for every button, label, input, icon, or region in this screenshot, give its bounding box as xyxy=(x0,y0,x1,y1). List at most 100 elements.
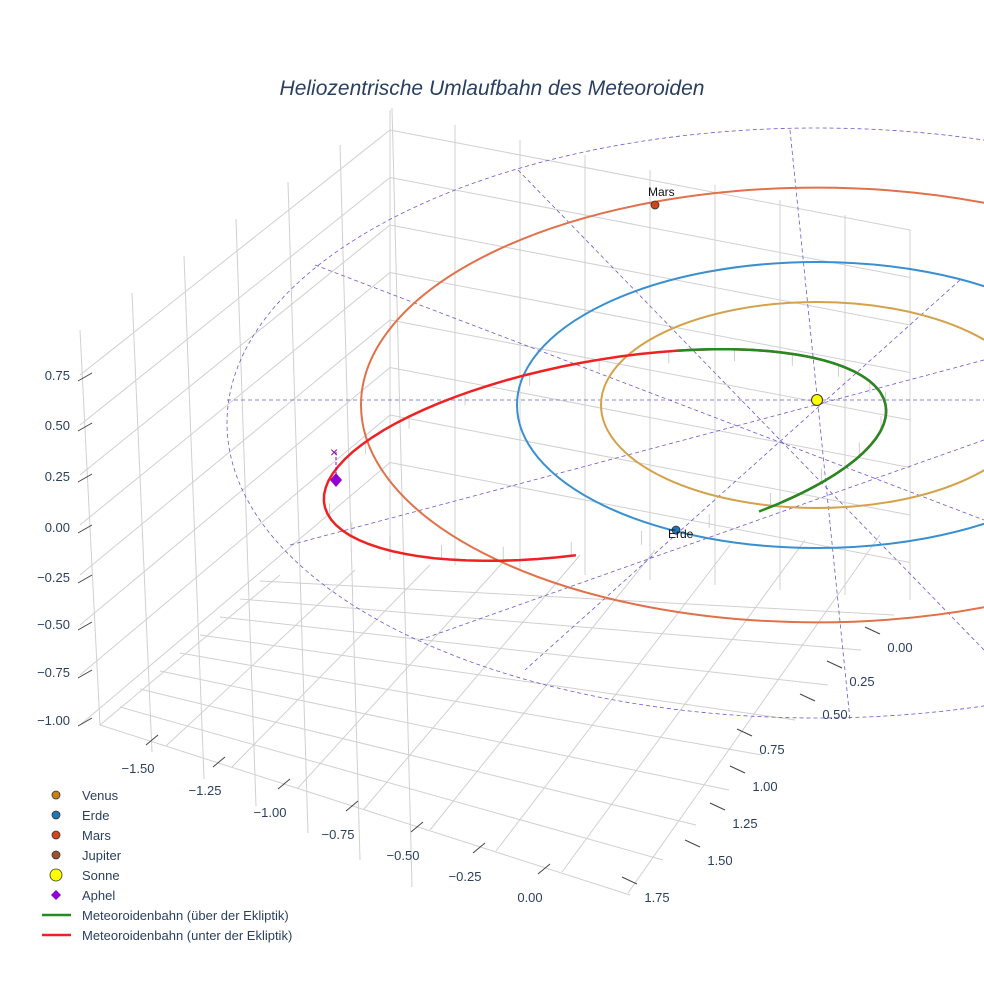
x-tick-label: 0.00 xyxy=(517,890,542,905)
reference-spoke xyxy=(289,359,984,546)
planet-orbits xyxy=(360,186,984,624)
x-tick-label: −0.50 xyxy=(387,848,420,863)
grid-line xyxy=(179,652,763,756)
x-tick-label: −1.00 xyxy=(254,805,287,820)
grid-line xyxy=(159,670,730,791)
legend-marker-erde xyxy=(51,810,61,820)
legend-marker-aphel xyxy=(51,890,61,900)
legend-item-label[interactable]: Venus xyxy=(82,788,119,803)
axis-grid xyxy=(79,107,911,896)
grid-line xyxy=(165,569,356,747)
aphel-projection-x-marker[interactable]: × xyxy=(330,444,338,460)
legend-marker-mars xyxy=(51,830,61,840)
x-tick-mark xyxy=(277,778,291,790)
legend-item-label[interactable]: Erde xyxy=(82,808,109,823)
x-tick-mark xyxy=(345,800,359,812)
x-tick-mark xyxy=(145,734,159,746)
y-tick-mark xyxy=(864,626,881,635)
grid-line xyxy=(199,634,796,721)
legend-marker-jupiter xyxy=(51,850,61,860)
x-tick-mark xyxy=(537,863,551,875)
grid-line xyxy=(389,177,911,278)
x-tick-label: −0.25 xyxy=(449,869,482,884)
grid-line xyxy=(339,144,361,861)
reference-spoke xyxy=(517,169,984,651)
aphel-marker[interactable] xyxy=(330,473,342,487)
legend-item-label[interactable]: Mars xyxy=(82,828,111,843)
z-tick-mark xyxy=(77,574,93,584)
grid-line xyxy=(79,129,391,376)
grid-line xyxy=(139,688,697,826)
y-tick-label: 0.75 xyxy=(759,742,784,757)
z-tick-mark xyxy=(77,669,93,679)
grid-line xyxy=(79,177,391,426)
orbit-mars xyxy=(360,186,984,624)
grid-line xyxy=(389,319,911,421)
y-tick-mark xyxy=(684,839,701,848)
y-tick-mark xyxy=(736,728,753,737)
ecliptic-reference-grid xyxy=(226,127,984,721)
grid-line xyxy=(231,564,431,768)
axis-ticks: 0.75 0.50 0.25 0.00 −0.25 −0.50 −0.75 −1.00 −1.5… xyxy=(37,368,913,905)
y-tick-mark xyxy=(799,693,816,702)
orbit-venus xyxy=(600,301,984,509)
grid-line xyxy=(389,414,911,516)
z-tick-label: 0.00 xyxy=(45,520,70,535)
mars-label: Mars xyxy=(648,185,675,199)
legend-item-label[interactable]: Meteoroidenbahn (unter der Ekliptik) xyxy=(82,928,292,943)
legend-item-label[interactable]: Jupiter xyxy=(82,848,122,863)
grid-line xyxy=(183,255,205,780)
y-tick-label: 0.50 xyxy=(822,707,847,722)
grid-line xyxy=(239,598,862,651)
z-tick-mark xyxy=(77,621,93,631)
sonne-marker[interactable] xyxy=(811,394,823,406)
x-tick-mark xyxy=(410,821,424,833)
reference-spoke xyxy=(524,279,961,671)
x-tick-label: −1.25 xyxy=(189,783,222,798)
reference-spoke xyxy=(789,129,851,721)
grid-line xyxy=(119,706,664,861)
grid-line xyxy=(79,367,391,626)
x-tick-label: −1.50 xyxy=(122,761,155,776)
chart-title: Heliozentrische Umlaufbahn des Meteoroid… xyxy=(280,77,705,100)
legend-item-label[interactable]: Aphel xyxy=(82,888,115,903)
y-tick-label: 1.75 xyxy=(644,890,669,905)
grid-line xyxy=(219,616,829,686)
y-tick-mark xyxy=(709,802,726,811)
y-tick-label: 1.50 xyxy=(707,853,732,868)
grid-line xyxy=(259,580,895,616)
grid-line xyxy=(235,218,257,807)
z-tick-mark xyxy=(77,524,93,534)
reference-circle xyxy=(226,127,984,719)
grid-line xyxy=(79,224,391,476)
erde-marker[interactable] xyxy=(671,525,681,535)
orbit-erde xyxy=(516,261,984,549)
legend-item-label[interactable]: Sonne xyxy=(82,868,120,883)
mars-marker[interactable] xyxy=(650,200,660,210)
grid-line xyxy=(389,367,911,468)
z-tick-label: −0.75 xyxy=(37,665,70,680)
legend-item-label[interactable]: Meteoroidenbahn (über der Ekliptik) xyxy=(82,908,289,923)
grid-line xyxy=(79,329,101,726)
grid-line xyxy=(297,559,506,789)
y-tick-label: 1.00 xyxy=(752,779,777,794)
grid-line xyxy=(99,724,631,896)
grid-line xyxy=(389,129,911,231)
legend[interactable]: Venus Erde Mars Jupiter Sonne Aphel Meteoroide… xyxy=(42,788,292,943)
grid-line xyxy=(131,292,153,753)
grid-line xyxy=(79,319,391,576)
z-tick-mark xyxy=(77,717,93,727)
z-tick-label: 0.25 xyxy=(45,469,70,484)
grid-line xyxy=(391,107,413,888)
z-tick-mark xyxy=(77,422,93,432)
reference-spoke xyxy=(419,439,984,641)
y-tick-mark xyxy=(826,660,843,669)
legend-marker-venus xyxy=(51,790,61,800)
y-tick-mark xyxy=(729,765,746,774)
grid-line xyxy=(389,272,911,373)
z-tick-mark xyxy=(77,473,93,483)
z-tick-mark xyxy=(77,372,93,382)
markers: Mars Erde × xyxy=(330,185,823,541)
